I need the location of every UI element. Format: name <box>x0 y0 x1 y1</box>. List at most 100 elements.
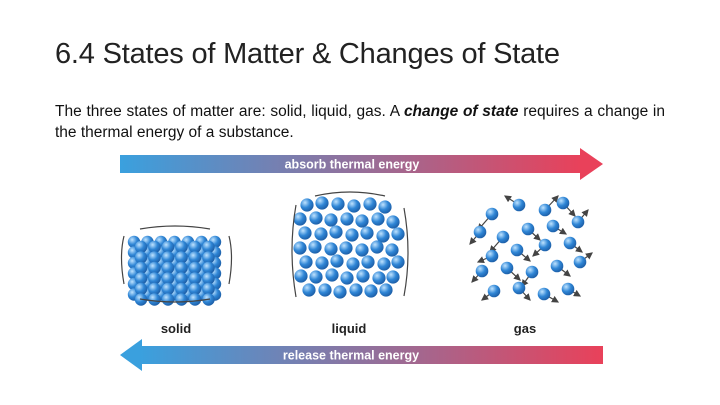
motion-arrow <box>569 242 583 253</box>
liquid-particle <box>386 215 400 229</box>
liquid-particle <box>371 212 385 226</box>
absorb-arrow: absorb thermal energy <box>120 148 603 180</box>
liquid-particle <box>293 212 307 226</box>
solid-particle <box>175 293 188 306</box>
liquid-particle <box>298 226 312 240</box>
state-label-solid: solid <box>161 321 191 336</box>
motion-arrow <box>579 252 593 263</box>
solid-particle <box>202 240 215 254</box>
vibration-line <box>228 235 233 285</box>
gas-particle <box>485 249 499 263</box>
liquid-particle <box>330 254 344 268</box>
motion-arrow <box>556 265 571 277</box>
solid-particle <box>148 240 161 254</box>
motion-arrow <box>567 288 582 297</box>
motion-arrow <box>532 244 546 257</box>
gas-particle <box>571 215 585 229</box>
gas-particle <box>546 219 560 233</box>
liquid-particle <box>314 227 328 241</box>
liquid-particle <box>355 214 369 228</box>
solid-particle <box>208 277 222 291</box>
solid-particle <box>134 282 148 296</box>
liquid-particle <box>309 270 323 284</box>
liquid-particle <box>346 257 360 271</box>
gas-particle <box>473 225 487 239</box>
liquid-particle <box>364 284 378 298</box>
solid-particle <box>127 256 141 270</box>
solid-particle <box>127 246 141 259</box>
motion-arrow <box>477 213 493 231</box>
solid-particle <box>134 251 148 264</box>
motion-arrow <box>516 249 531 262</box>
solid-particle <box>175 272 188 285</box>
solid-particle <box>208 288 222 301</box>
solid-particle <box>154 277 168 291</box>
solid-particle <box>175 240 188 254</box>
state-label-liquid: liquid <box>332 321 367 336</box>
liquid-particle <box>340 212 354 226</box>
liquid-particle <box>349 283 363 297</box>
absorb-arrow-label: absorb thermal energy <box>285 158 420 172</box>
solid-particle <box>181 288 195 301</box>
gas-particle <box>538 203 552 217</box>
gas-particle <box>537 287 551 301</box>
solid-particle <box>195 246 208 259</box>
solid-particle <box>148 272 161 285</box>
solid-particle <box>208 267 222 280</box>
solid-particle <box>154 288 168 301</box>
solid-particle <box>168 235 181 249</box>
slide-title: 6.4 States of Matter & Changes of State <box>55 38 560 70</box>
solid-particle <box>141 277 154 291</box>
solid-particle <box>188 272 202 285</box>
motion-arrow <box>521 271 533 287</box>
liquid-particle <box>333 285 347 299</box>
solid-particle <box>148 261 161 275</box>
motion-line <box>403 207 409 297</box>
solid-particle <box>127 235 141 249</box>
gas-particle <box>485 207 499 221</box>
motion-arrow <box>544 195 559 211</box>
solid-particle <box>208 256 222 270</box>
liquid-particle <box>363 197 377 211</box>
solid-particle <box>161 251 175 264</box>
motion-arrow <box>577 209 589 223</box>
motion-arrow <box>503 195 520 206</box>
solid-particle <box>154 235 168 249</box>
solid-particle <box>181 246 195 259</box>
motion-line <box>314 191 386 197</box>
liquid-particles <box>291 191 409 299</box>
vibration-line <box>120 235 125 285</box>
liquid-particle <box>355 243 369 257</box>
gas-particle <box>510 243 524 257</box>
gas-particle <box>496 230 510 244</box>
solid-particle <box>141 267 154 280</box>
solid-particle <box>161 240 175 254</box>
liquid-particle <box>377 257 391 271</box>
solid-particle <box>208 235 222 249</box>
solid-particle <box>181 235 195 249</box>
solid-particle <box>188 293 202 306</box>
solid-particle <box>202 272 215 285</box>
solid-particle <box>202 251 215 264</box>
solid-particle <box>134 293 148 306</box>
gas-particle <box>512 281 526 295</box>
liquid-particle <box>376 229 390 243</box>
liquid-particle <box>315 256 329 270</box>
gas-particle <box>500 261 514 275</box>
solid-particle <box>188 282 202 296</box>
release-arrow-label: release thermal energy <box>283 349 419 363</box>
liquid-particle <box>294 269 308 283</box>
liquid-particle <box>315 196 329 210</box>
solid-particle <box>134 272 148 285</box>
solid-particle <box>168 277 181 291</box>
liquid-particle <box>345 228 359 242</box>
solid-particle <box>188 251 202 264</box>
gas-particle <box>487 284 501 298</box>
liquid-particle <box>347 199 361 213</box>
liquid-particle <box>324 242 338 256</box>
liquid-particle <box>340 271 354 285</box>
body-text-emphasis: change of state <box>403 103 519 120</box>
liquid-particle <box>386 270 400 284</box>
gas-particle <box>573 255 587 269</box>
liquid-particle <box>299 255 313 269</box>
